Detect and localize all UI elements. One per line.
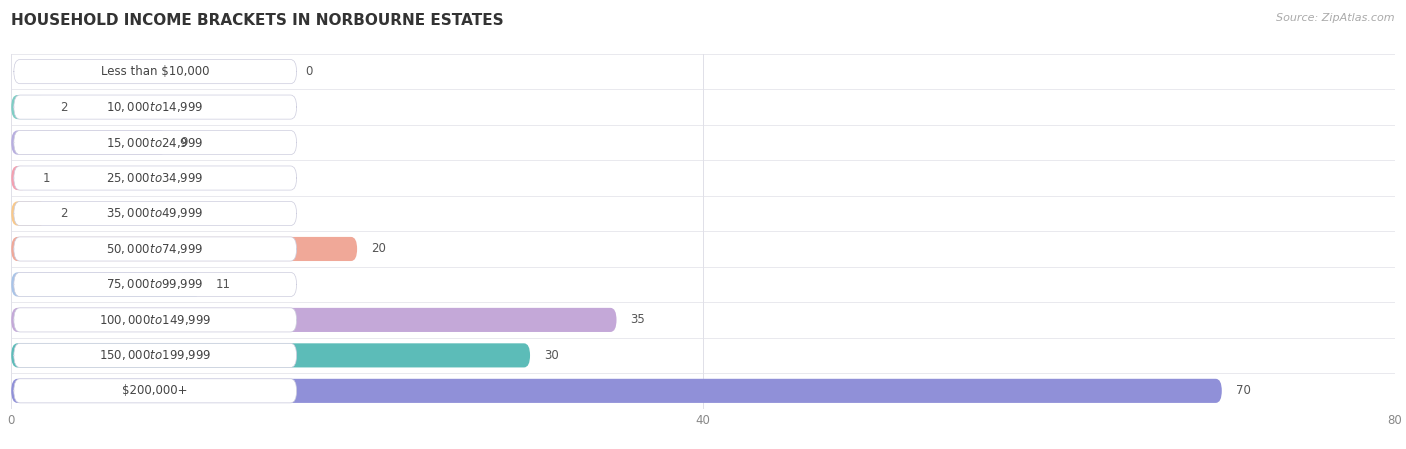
FancyBboxPatch shape bbox=[11, 308, 617, 332]
Text: $15,000 to $24,999: $15,000 to $24,999 bbox=[107, 136, 204, 150]
FancyBboxPatch shape bbox=[11, 273, 201, 296]
FancyBboxPatch shape bbox=[11, 166, 28, 190]
FancyBboxPatch shape bbox=[14, 131, 297, 154]
Text: $150,000 to $199,999: $150,000 to $199,999 bbox=[98, 348, 211, 362]
FancyBboxPatch shape bbox=[11, 343, 530, 367]
Text: Less than $10,000: Less than $10,000 bbox=[101, 65, 209, 78]
Text: 70: 70 bbox=[1236, 384, 1250, 397]
Text: 35: 35 bbox=[630, 313, 645, 326]
Text: HOUSEHOLD INCOME BRACKETS IN NORBOURNE ESTATES: HOUSEHOLD INCOME BRACKETS IN NORBOURNE E… bbox=[11, 13, 503, 28]
Text: 30: 30 bbox=[544, 349, 558, 362]
Text: 11: 11 bbox=[215, 278, 231, 291]
FancyBboxPatch shape bbox=[14, 202, 297, 225]
FancyBboxPatch shape bbox=[11, 131, 167, 154]
Text: $50,000 to $74,999: $50,000 to $74,999 bbox=[107, 242, 204, 256]
FancyBboxPatch shape bbox=[11, 237, 357, 261]
FancyBboxPatch shape bbox=[11, 379, 1222, 403]
FancyBboxPatch shape bbox=[14, 379, 297, 403]
FancyBboxPatch shape bbox=[14, 60, 297, 84]
FancyBboxPatch shape bbox=[11, 95, 46, 119]
FancyBboxPatch shape bbox=[14, 237, 297, 261]
Text: 0: 0 bbox=[305, 65, 312, 78]
Text: 9: 9 bbox=[181, 136, 188, 149]
Text: $200,000+: $200,000+ bbox=[122, 384, 188, 397]
Text: $10,000 to $14,999: $10,000 to $14,999 bbox=[107, 100, 204, 114]
Text: $75,000 to $99,999: $75,000 to $99,999 bbox=[107, 277, 204, 291]
FancyBboxPatch shape bbox=[14, 166, 297, 190]
Text: 2: 2 bbox=[59, 207, 67, 220]
Text: 2: 2 bbox=[59, 101, 67, 114]
Text: $100,000 to $149,999: $100,000 to $149,999 bbox=[98, 313, 211, 327]
Text: $35,000 to $49,999: $35,000 to $49,999 bbox=[107, 207, 204, 220]
FancyBboxPatch shape bbox=[14, 273, 297, 296]
Text: Source: ZipAtlas.com: Source: ZipAtlas.com bbox=[1277, 13, 1395, 23]
Text: 20: 20 bbox=[371, 242, 385, 255]
FancyBboxPatch shape bbox=[14, 308, 297, 332]
FancyBboxPatch shape bbox=[14, 95, 297, 119]
Text: $25,000 to $34,999: $25,000 to $34,999 bbox=[107, 171, 204, 185]
Text: 1: 1 bbox=[42, 172, 49, 185]
FancyBboxPatch shape bbox=[11, 202, 46, 225]
FancyBboxPatch shape bbox=[14, 343, 297, 367]
